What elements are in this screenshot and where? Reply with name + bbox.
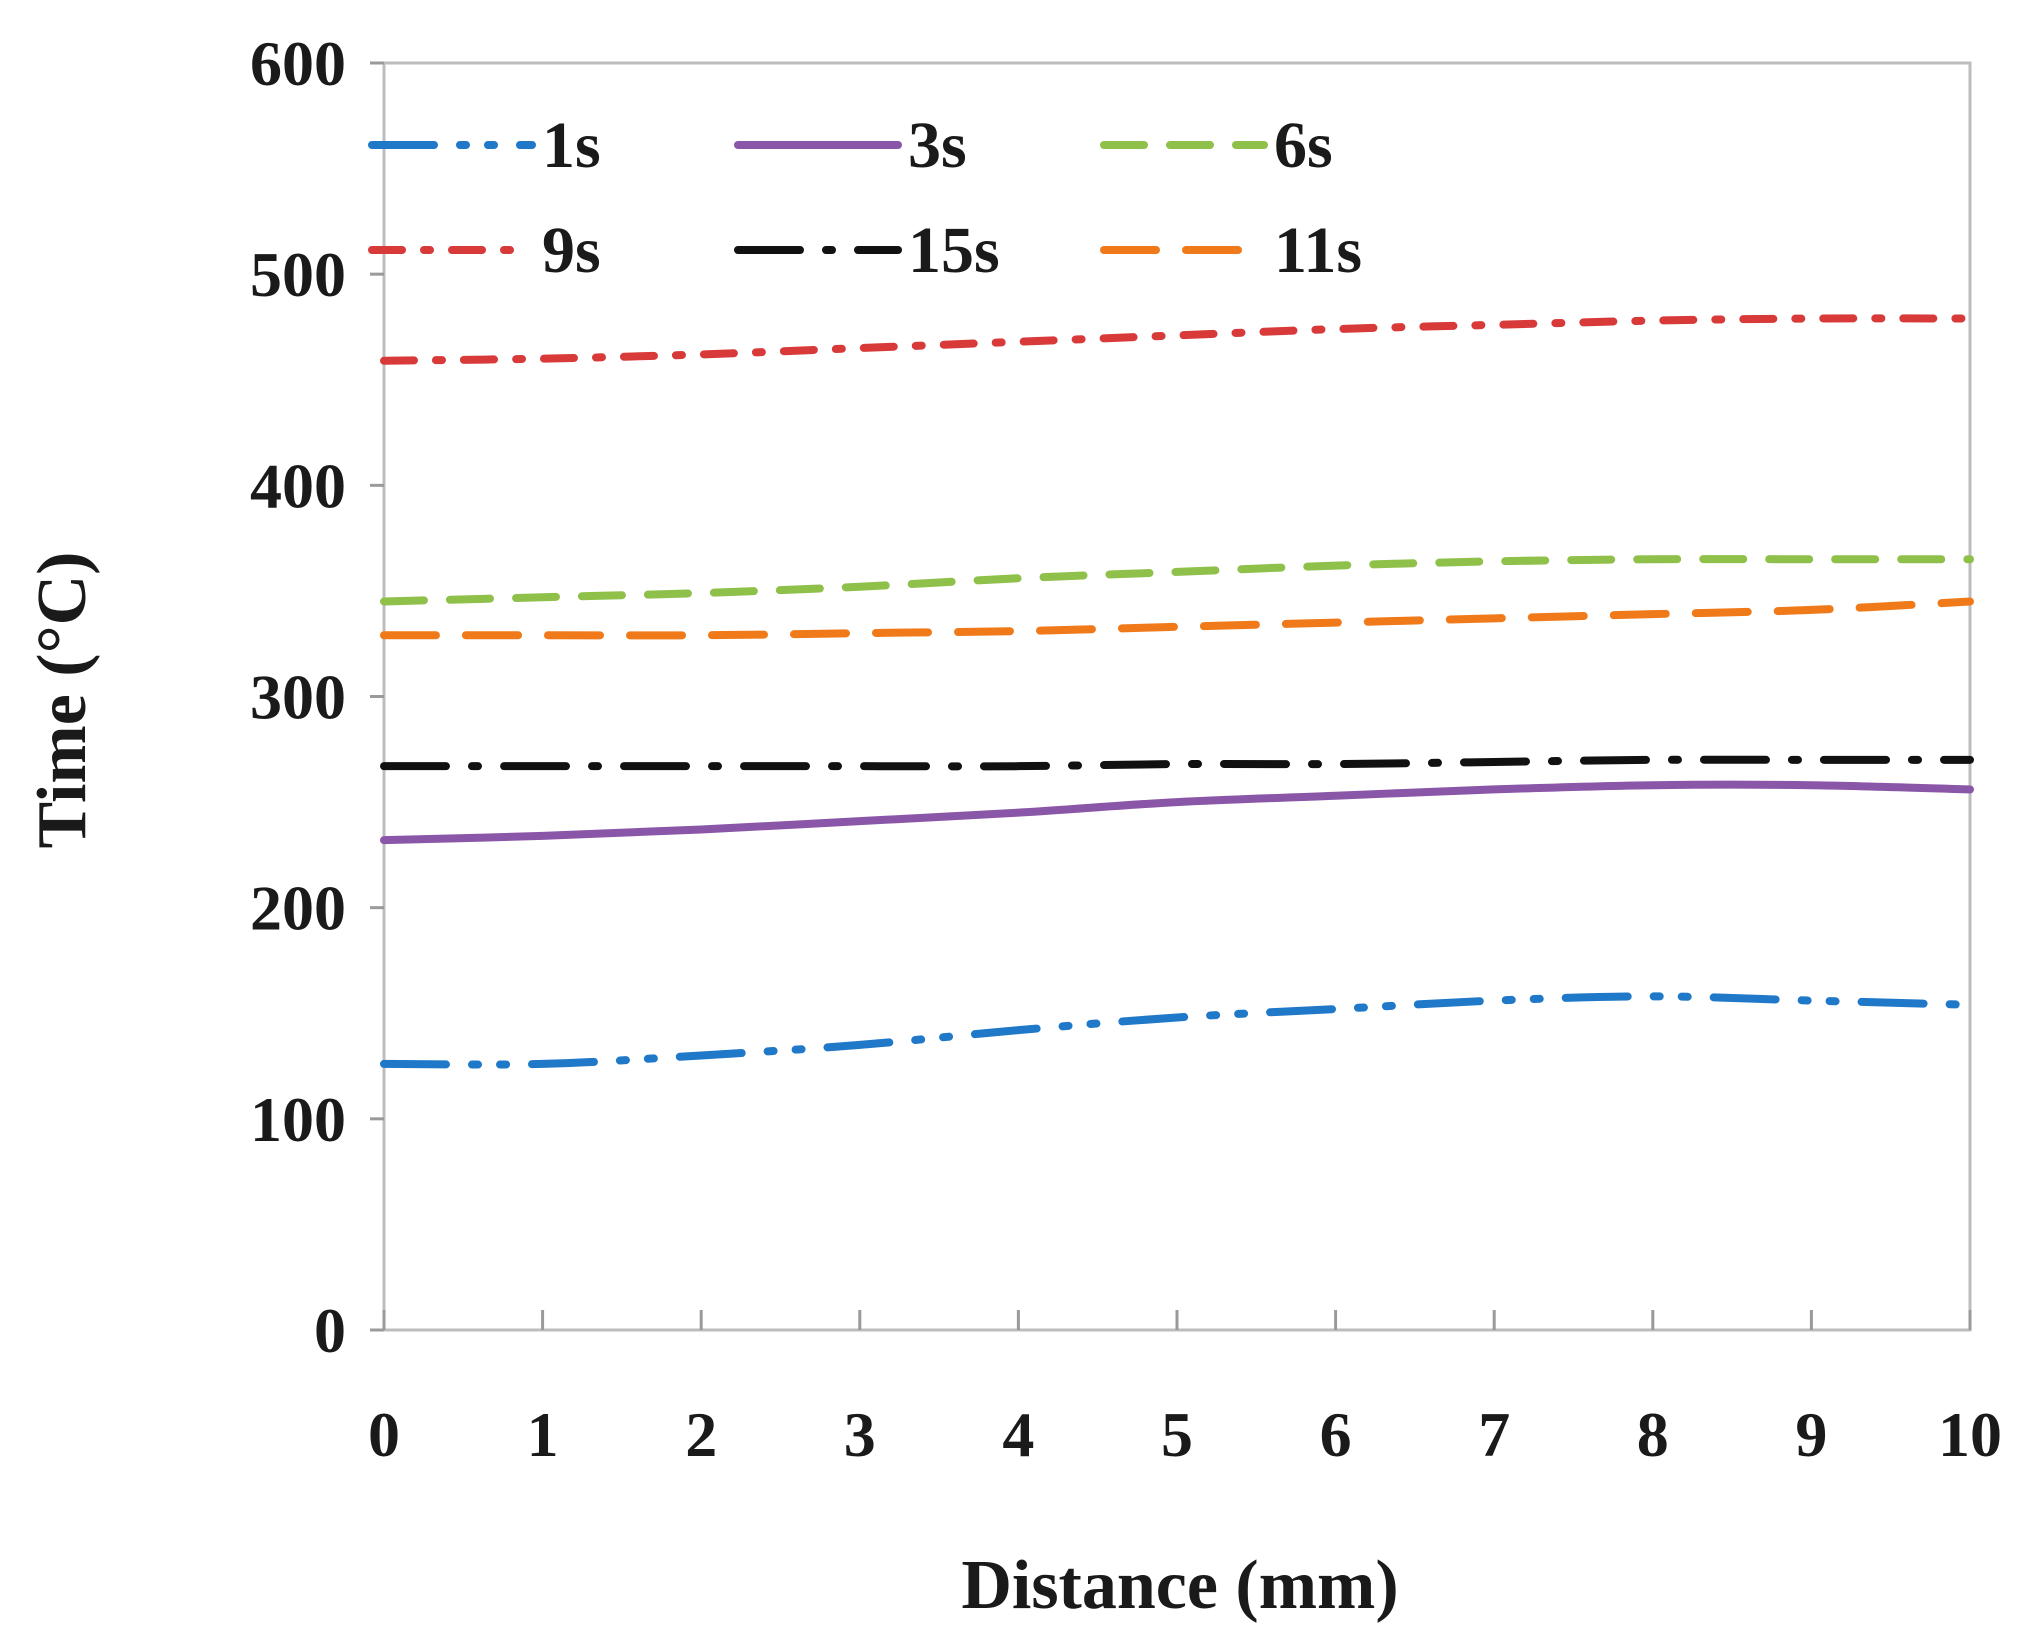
x-tick-label: 4 <box>1002 1399 1034 1470</box>
y-tick-label: 600 <box>250 28 346 99</box>
legend-label-9s: 9s <box>542 214 601 287</box>
x-tick-label: 6 <box>1320 1399 1352 1470</box>
x-tick-label: 1 <box>527 1399 559 1470</box>
x-tick-label: 3 <box>844 1399 876 1470</box>
x-axis-ticks: 0 1 2 3 4 5 6 7 8 9 10 <box>368 1310 2002 1470</box>
series-line-11s <box>380 597 1974 640</box>
series-line-1s <box>380 992 1974 1069</box>
x-tick-label: 5 <box>1161 1399 1193 1470</box>
legend-label-6s: 6s <box>1274 109 1333 182</box>
y-tick-label: 400 <box>250 450 346 521</box>
y-tick-label: 100 <box>250 1084 346 1155</box>
y-tick-label: 200 <box>250 873 346 944</box>
series-line-15s <box>380 755 1974 771</box>
series-lines <box>380 314 1974 1069</box>
legend-label-3s: 3s <box>908 109 967 182</box>
y-tick-label: 300 <box>250 662 346 733</box>
y-axis-ticks: 0 100 200 300 400 500 600 <box>250 28 384 1366</box>
y-tick-label: 500 <box>250 239 346 310</box>
x-tick-label: 8 <box>1637 1399 1669 1470</box>
legend: 1s 3s 6s 9s 15s 11s <box>368 109 1362 287</box>
x-tick-label: 0 <box>368 1399 400 1470</box>
series-line-3s <box>380 780 1974 845</box>
legend-label-11s: 11s <box>1274 214 1362 287</box>
legend-label-1s: 1s <box>542 109 601 182</box>
plot-frame <box>382 61 1972 1332</box>
y-axis-title: Time (°C) <box>24 552 101 849</box>
plot-border <box>382 61 1972 1332</box>
x-axis-title: Distance (mm) <box>961 1547 1398 1624</box>
series-line-6s <box>380 555 1974 606</box>
series-line-9s <box>380 314 1974 365</box>
legend-label-15s: 15s <box>908 214 1000 287</box>
x-tick-label: 2 <box>685 1399 717 1470</box>
x-tick-label: 7 <box>1478 1399 1510 1470</box>
x-tick-label: 9 <box>1795 1399 1827 1470</box>
y-tick-label: 0 <box>314 1295 346 1366</box>
x-tick-label: 10 <box>1938 1399 2002 1470</box>
